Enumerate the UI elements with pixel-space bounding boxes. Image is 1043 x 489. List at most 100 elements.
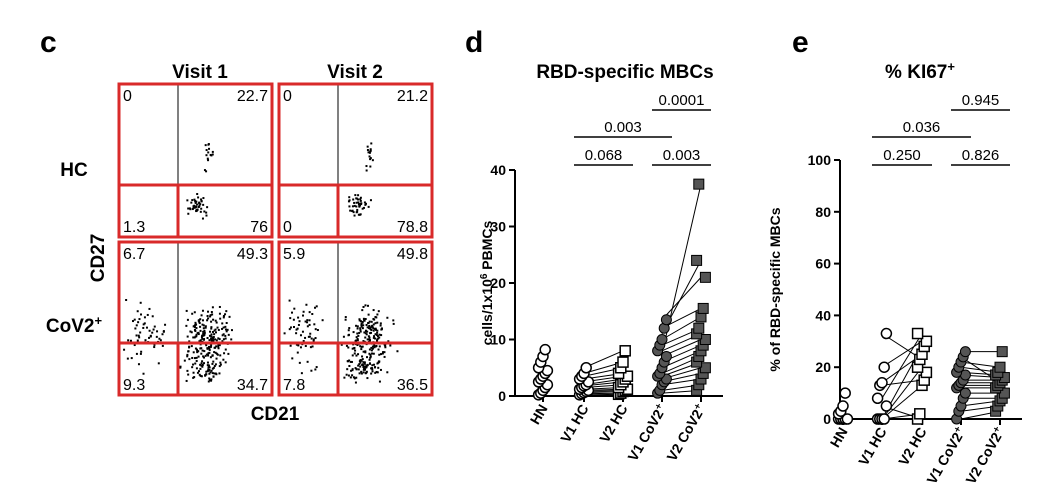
flow-event-dot [201,323,204,326]
flow-event-dot [179,365,182,368]
flow-event-dot [384,344,387,347]
flow-event-dot [188,358,191,361]
flow-event-dot [377,366,380,369]
flow-event-dot [213,351,216,354]
flow-event-dot [199,318,202,321]
flow-plot-frame [117,82,274,239]
flow-event-dot [364,336,367,339]
flow-event-dot [359,328,362,331]
flow-event-dot [291,311,294,314]
flow-event-dot [311,313,314,316]
flow-event-dot [359,330,362,333]
flow-event-dot [372,352,375,355]
x-tick-label: HN [527,402,551,428]
flow-event-dot [215,339,218,342]
flow-event-dot [197,355,200,358]
flow-event-dot [206,353,209,356]
flow-event-dot [376,331,379,334]
flow-event-dot [355,376,358,379]
flow-event-dot [301,330,304,333]
flow-event-dot [364,202,367,205]
flow-event-dot [365,169,368,172]
flow-event-dot [305,303,308,306]
flow-event-dot [363,201,366,204]
flow-event-dot [186,355,189,358]
flow-event-dot [211,372,214,375]
flow-event-dot [186,335,189,338]
flow-event-dot [348,364,351,367]
flow-event-dot [346,368,349,371]
flow-event-dot [363,319,366,322]
row-label-cov2-sup: + [94,313,102,328]
quadrant-value-tr: 49.8 [397,246,428,263]
x-tick-label-main: V1 HC [557,402,591,446]
flow-event-dot [370,349,373,352]
flow-event-dot [194,330,197,333]
flow-event-dot [205,214,208,217]
flow-event-dot [344,318,347,321]
flow-event-dot [295,343,298,346]
flow-event-dot [222,338,225,341]
quadrant-value-tr: 49.3 [237,246,268,263]
flow-event-dot [347,200,350,203]
y-tick-label: 0 [498,388,506,404]
flow-event-dot [136,339,139,342]
flow-event-dot [215,345,218,348]
flow-event-dot [356,337,359,340]
p-value-label: 0.250 [883,147,921,164]
flow-event-dot [372,323,375,326]
flow-event-dot [373,344,376,347]
flow-event-dot [210,379,213,382]
flow-event-dot [313,323,316,326]
data-point-v1-hc [880,400,893,412]
flow-event-dot [195,367,198,370]
flow-event-dot [362,368,365,371]
flow-event-dot [356,325,359,328]
flow-event-dot [351,374,354,377]
flow-event-dot [192,325,195,328]
flow-event-dot [357,201,360,204]
flow-event-dot [217,337,220,340]
flow-event-dot [219,363,222,366]
flow-event-dot [130,357,133,360]
x-tick-label-main: V2 CoV2 [962,429,1004,486]
flow-event-dot [380,334,383,337]
flow-event-dot [360,370,363,373]
quadrant-value-tr: 21.2 [397,88,428,105]
flow-event-dot [221,340,224,343]
flow-event-dot [371,325,374,328]
flow-event-dot [362,206,365,209]
flow-event-dot [359,327,362,330]
x-tick-label: V2 HC [895,425,929,469]
flow-event-dot [153,325,156,328]
flow-event-dot [209,356,212,359]
flow-event-dot [296,351,299,354]
flow-event-dot [187,350,190,353]
flow-event-dot [219,317,222,320]
panel-d-letter: d [465,26,483,59]
flow-event-dot [142,372,145,375]
flow-event-dot [214,331,217,334]
flow-event-dot [212,366,215,369]
flow-event-dot [218,312,221,315]
flow-event-dot [302,314,305,317]
flow-event-dot [314,328,317,331]
flow-event-dot [367,304,370,307]
flow-event-dot [353,201,356,204]
flow-event-dot [359,365,362,368]
flow-event-dot [157,362,160,365]
row-label-hc: HC [60,160,88,181]
x-tick-label: V1 CoV2+ [624,401,669,463]
flow-event-dot [224,328,227,331]
chart-title-main: % KI67 [885,62,947,83]
flow-event-dot [315,366,318,369]
flow-event-dot [371,324,374,327]
y-axis-label: % of RBD-specific MBCs [767,207,783,371]
flow-event-dot [378,353,381,356]
flow-event-dot [369,355,372,358]
flow-event-dot [199,203,202,206]
flow-event-dot [365,165,368,168]
flow-event-dot [360,324,363,327]
flow-event-dot [196,351,199,354]
flow-event-dot [200,362,203,365]
